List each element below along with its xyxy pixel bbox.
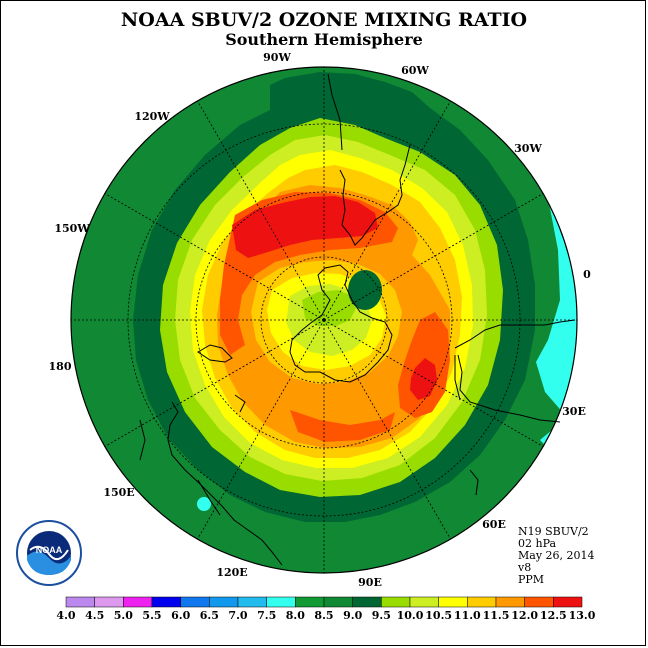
colorbar-tick-label: 5.5 — [142, 609, 161, 622]
contour-12.0-12.5-max-east — [410, 358, 437, 400]
colorbar-swatch — [209, 596, 239, 608]
contour-12.0-12.5-max-west — [232, 196, 378, 258]
colorbar-swatch — [94, 596, 124, 608]
product-info: N19 SBUV/2 02 hPa May 26, 2014 v8 PPM — [518, 526, 595, 586]
colorbar-tick-labels: 4.0 4.5 5.0 5.5 6.0 6.5 7.0 7.5 8.0 8.5 9.0 9.5 10.0… — [56, 609, 595, 622]
lon-label-150e: 150E — [103, 486, 134, 499]
date-label: May 26, 2014 — [518, 549, 595, 562]
lon-label-150w: 150W — [54, 222, 90, 235]
lon-label-180: 180 — [49, 360, 72, 373]
colorbar-swatch — [409, 596, 439, 608]
colorbar-swatch — [323, 596, 353, 608]
colorbar-swatch — [151, 596, 181, 608]
colorbar-tick-label: 5.0 — [114, 609, 133, 622]
colorbar-tick-label: 4.5 — [85, 609, 104, 622]
colorbar-swatch — [524, 596, 554, 608]
colorbar-tick-label: 8.0 — [286, 609, 305, 622]
lon-label-90w: 90W — [263, 51, 291, 64]
colorbar-swatch — [237, 596, 267, 608]
colorbar-swatch — [467, 596, 497, 608]
colorbar-tick-label: 12.5 — [540, 609, 567, 622]
colorbar-swatch — [65, 596, 95, 608]
colorbar-swatch — [180, 596, 210, 608]
contour-7.5-8.0-small-patch — [197, 497, 211, 511]
units-label: PPM — [518, 573, 545, 586]
contour-inner-9.0-9.5 — [302, 290, 356, 326]
colorbar-swatch — [266, 596, 296, 608]
version-label: v8 — [518, 561, 532, 574]
colorbar-swatch — [553, 596, 583, 608]
colorbar-swatch — [381, 596, 411, 608]
polar-ozone-map: 90W 60W 30W 0 30E 60E 90E 120E 150E 180 … — [49, 51, 592, 589]
colorbar-tick-label: 11.0 — [454, 609, 481, 622]
colorbar-swatch — [352, 596, 382, 608]
colorbar-tick-label: 7.0 — [228, 609, 247, 622]
colorbar-tick-label: 11.5 — [483, 609, 510, 622]
colorbar-tick-label: 9.5 — [372, 609, 391, 622]
colorbar-tick-label: 10.0 — [397, 609, 424, 622]
coastlines — [139, 73, 576, 566]
colorbar-swatch — [495, 596, 525, 608]
lon-label-60e: 60E — [482, 518, 506, 531]
pressure-level-label: 02 hPa — [518, 537, 557, 550]
colorbar-swatch — [295, 596, 325, 608]
lon-label-30w: 30W — [514, 142, 542, 155]
colorbar-tick-label: 4.0 — [56, 609, 75, 622]
lon-label-90e: 90E — [358, 576, 382, 589]
noaa-logo: NOAA — [16, 520, 82, 586]
lon-label-60w: 60W — [401, 64, 429, 77]
contour-11.5-12.0-south — [290, 410, 395, 442]
graticule — [71, 67, 577, 573]
instrument-label: N19 SBUV/2 — [518, 525, 589, 538]
map-boundary — [70, 66, 578, 574]
colorbar-tick-label: 10.5 — [425, 609, 452, 622]
colorbar-tick-label: 6.5 — [200, 609, 219, 622]
colorbar-swatch — [438, 596, 468, 608]
lon-label-0: 0 — [583, 268, 591, 281]
colorbar-swatch — [123, 596, 153, 608]
colorbar-tick-label: 9.0 — [343, 609, 362, 622]
lon-label-30e: 30E — [562, 405, 586, 418]
longitude-labels: 90W 60W 30W 0 30E 60E 90E 120E 150E 180 … — [49, 51, 592, 589]
map-subtitle: Southern Hemisphere — [225, 30, 423, 49]
colorbar-tick-label: 7.5 — [257, 609, 276, 622]
colorbar-tick-label: 12.0 — [511, 609, 538, 622]
colorbar-tick-label: 8.5 — [314, 609, 333, 622]
colorbar-tick-label: 13.0 — [569, 609, 596, 622]
contour-inner-8.5-9.0 — [348, 270, 382, 310]
lon-label-120e: 120E — [216, 566, 247, 579]
colorbar-swatches — [65, 596, 583, 608]
lon-label-120w: 120W — [134, 110, 170, 123]
noaa-logo-text: NOAA — [36, 545, 63, 555]
colorbar-tick-label: 6.0 — [171, 609, 190, 622]
map-title: NOAA SBUV/2 OZONE MIXING RATIO — [120, 9, 528, 31]
